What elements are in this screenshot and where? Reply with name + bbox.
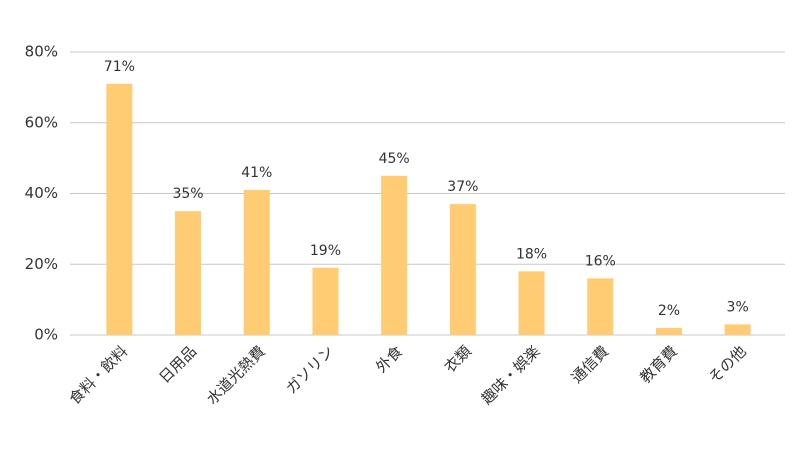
y-tick-label: 60% — [25, 113, 58, 131]
data-label: 3% — [727, 299, 749, 315]
bar — [449, 204, 476, 335]
data-label: 18% — [516, 246, 547, 262]
x-tick-label: 趣味・娯楽 — [478, 342, 544, 408]
x-tick-label: 食料・飲料 — [66, 342, 132, 408]
bar — [587, 278, 614, 335]
data-label: 45% — [379, 151, 410, 167]
data-label: 2% — [658, 303, 680, 319]
bar — [381, 175, 408, 335]
x-tick-label: 外食 — [372, 342, 406, 376]
bar — [724, 324, 751, 335]
x-tick-label: 通信費 — [568, 342, 613, 387]
data-label: 37% — [447, 179, 478, 195]
x-tick-label: 水道光熱費 — [203, 342, 269, 408]
data-label: 35% — [172, 186, 203, 202]
x-tick-label: 衣類 — [441, 342, 475, 376]
x-tick-label: ガソリン — [282, 342, 337, 397]
x-tick-label: 日用品 — [156, 342, 201, 387]
y-tick-label: 80% — [25, 43, 58, 61]
x-tick-label: 教育費 — [636, 342, 681, 387]
bar — [655, 327, 682, 335]
bar — [312, 267, 339, 335]
y-tick-label: 40% — [25, 184, 58, 202]
bar — [175, 211, 202, 335]
data-label: 71% — [104, 59, 135, 75]
bar — [106, 83, 133, 336]
data-label: 16% — [585, 253, 616, 269]
y-tick-label: 20% — [25, 255, 58, 273]
y-tick-label: 0% — [34, 326, 58, 344]
bar — [243, 189, 270, 335]
x-tick-label: その他 — [705, 342, 750, 387]
data-label: 41% — [241, 165, 272, 181]
bar — [518, 271, 545, 335]
data-label: 19% — [310, 243, 341, 259]
